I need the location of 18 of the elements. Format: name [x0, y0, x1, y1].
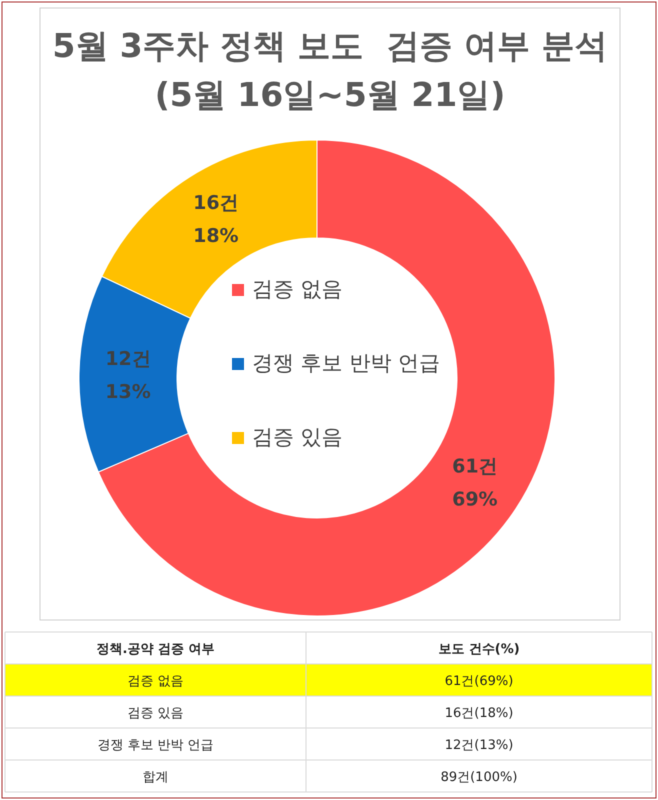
- data-label: 16건 18%: [193, 192, 239, 247]
- text: 16건(18%): [444, 706, 514, 721]
- chart-title: 5월 3주차 정책 보도 검증 여부 분석: [52, 26, 608, 65]
- data-label: 12건 13%: [105, 348, 151, 404]
- legend-label: 검증 없음: [252, 277, 343, 301]
- category-label: 정책.공약 검증 여부: [96, 642, 214, 657]
- category-label: 검증 있음: [127, 706, 184, 721]
- text: 12건(13%): [444, 738, 514, 753]
- data-label: 61건 69%: [452, 455, 498, 510]
- category-label: 합계: [142, 770, 168, 785]
- legend-label: 검증 있음: [252, 425, 343, 449]
- text: 89건(100%): [440, 770, 518, 785]
- text: 61건(69%): [444, 674, 514, 689]
- category-label: 경쟁 후보 반박 언급: [97, 738, 214, 753]
- legend-label: 경쟁 후보 반박 언급: [252, 351, 440, 375]
- category-label: 검증 없음: [127, 674, 184, 689]
- category-label: 보도 건수(%): [438, 642, 520, 657]
- chart-subtitle: (5월 16일~5월 21일): [154, 75, 506, 114]
